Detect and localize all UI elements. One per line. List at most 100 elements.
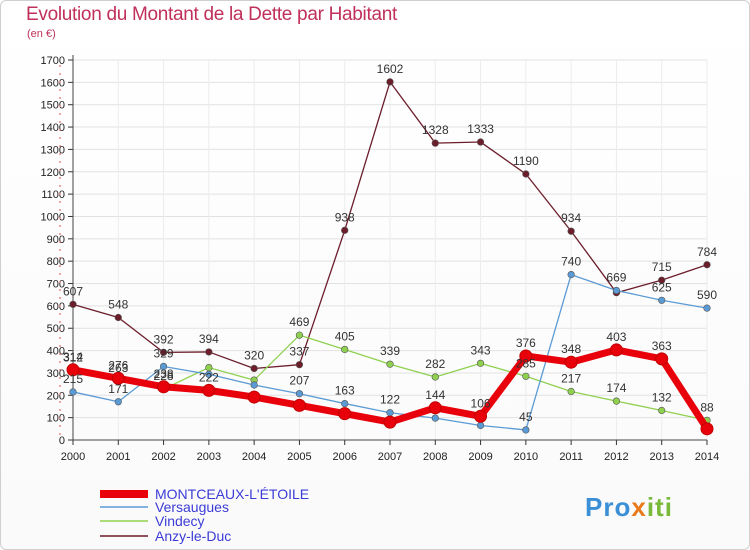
data-point [567,270,575,279]
data-point [386,78,394,86]
data-label: 217 [561,371,581,385]
x-tick-label: 2007 [378,451,402,463]
data-label: 343 [471,343,491,357]
x-tick-label: 2010 [514,451,538,463]
data-label: 376 [516,336,536,350]
data-point [69,388,77,396]
data-point [612,286,621,295]
data-label: 106 [471,396,491,410]
data-point [111,371,125,385]
data-point [431,414,439,422]
data-point [114,313,122,322]
data-point [658,296,666,304]
data-label: 669 [606,270,626,284]
x-tick-label: 2014 [695,451,719,463]
data-label: 784 [697,245,717,259]
y-tick-label: 100 [47,413,65,425]
data-label: 238 [154,367,174,381]
data-label: 740 [561,255,581,269]
legend-label: Anzy-le-Duc [155,528,231,544]
data-label: 403 [606,330,626,344]
data-point [519,349,533,363]
data-label: 469 [289,315,309,329]
chart-title: Evolution du Montant de la Dette par Hab… [26,4,397,25]
x-tick-label: 2006 [332,451,356,463]
data-point [703,304,711,312]
data-label: 312 [63,350,83,364]
data-point [522,170,530,178]
data-point [567,227,575,235]
data-point [205,348,213,356]
data-point [564,355,578,369]
x-tick-label: 2001 [106,451,130,463]
data-point [476,138,485,146]
data-label: 88 [700,400,714,414]
data-label: 1190 [513,154,539,168]
data-point [338,407,352,421]
data-point [250,381,258,389]
y-tick-label: 0 [59,435,65,447]
data-label: 314 [63,350,83,364]
data-label: 392 [154,332,174,346]
data-point [658,276,666,284]
y-tick-label: 600 [47,301,65,313]
data-point [476,359,485,367]
y-tick-label: 1000 [41,211,65,223]
data-label: 938 [335,210,355,224]
data-point [522,372,530,380]
x-tick-label: 2000 [61,451,85,463]
data-point [159,348,168,356]
data-label: 320 [244,348,264,362]
data-label: 548 [108,298,128,312]
data-point [386,409,394,417]
data-label: 1328 [422,123,449,137]
y-tick-label: 1200 [41,167,65,179]
x-tick-label: 2002 [151,451,175,463]
data-point [612,397,621,405]
legend-label: Versaugues [155,499,229,515]
data-point [609,343,623,357]
data-point [341,226,349,234]
data-point [567,387,575,396]
y-tick-label: 1600 [41,77,65,89]
data-point [205,370,213,378]
data-point [292,398,306,412]
data-point [341,345,349,354]
y-tick-label: 1400 [41,122,65,134]
y-tick-label: 900 [47,234,65,246]
data-label: 405 [335,329,355,343]
y-tick-label: 800 [47,256,65,268]
data-label: 590 [697,288,717,302]
data-label: 132 [652,390,672,404]
data-point [295,361,304,369]
legend-label: Vindecy [155,513,205,529]
data-label: 715 [652,260,672,274]
data-label: 263 [108,361,128,375]
data-label: 163 [335,384,355,398]
y-tick-label: 1300 [41,144,65,156]
data-point [703,261,711,269]
data-point [341,399,349,408]
data-point [431,139,439,147]
data-point [157,380,171,394]
data-label: 215 [63,372,83,386]
data-point [476,421,485,430]
data-label: 934 [561,211,581,225]
x-tick-label: 2008 [423,451,447,463]
data-point [69,300,77,308]
data-label: 348 [561,342,581,356]
data-label: 207 [289,374,309,388]
data-point [202,383,216,397]
data-point [247,390,261,404]
y-tick-label: 200 [47,390,65,402]
data-point [428,401,442,415]
data-label: 174 [606,381,626,395]
data-point [383,415,397,429]
data-point [250,364,258,373]
legend-label: MONTCEAUX-L'ÉTOILE [155,486,309,502]
data-label: 337 [289,345,309,359]
data-label: 45 [519,410,533,424]
data-label: 222 [199,370,219,384]
